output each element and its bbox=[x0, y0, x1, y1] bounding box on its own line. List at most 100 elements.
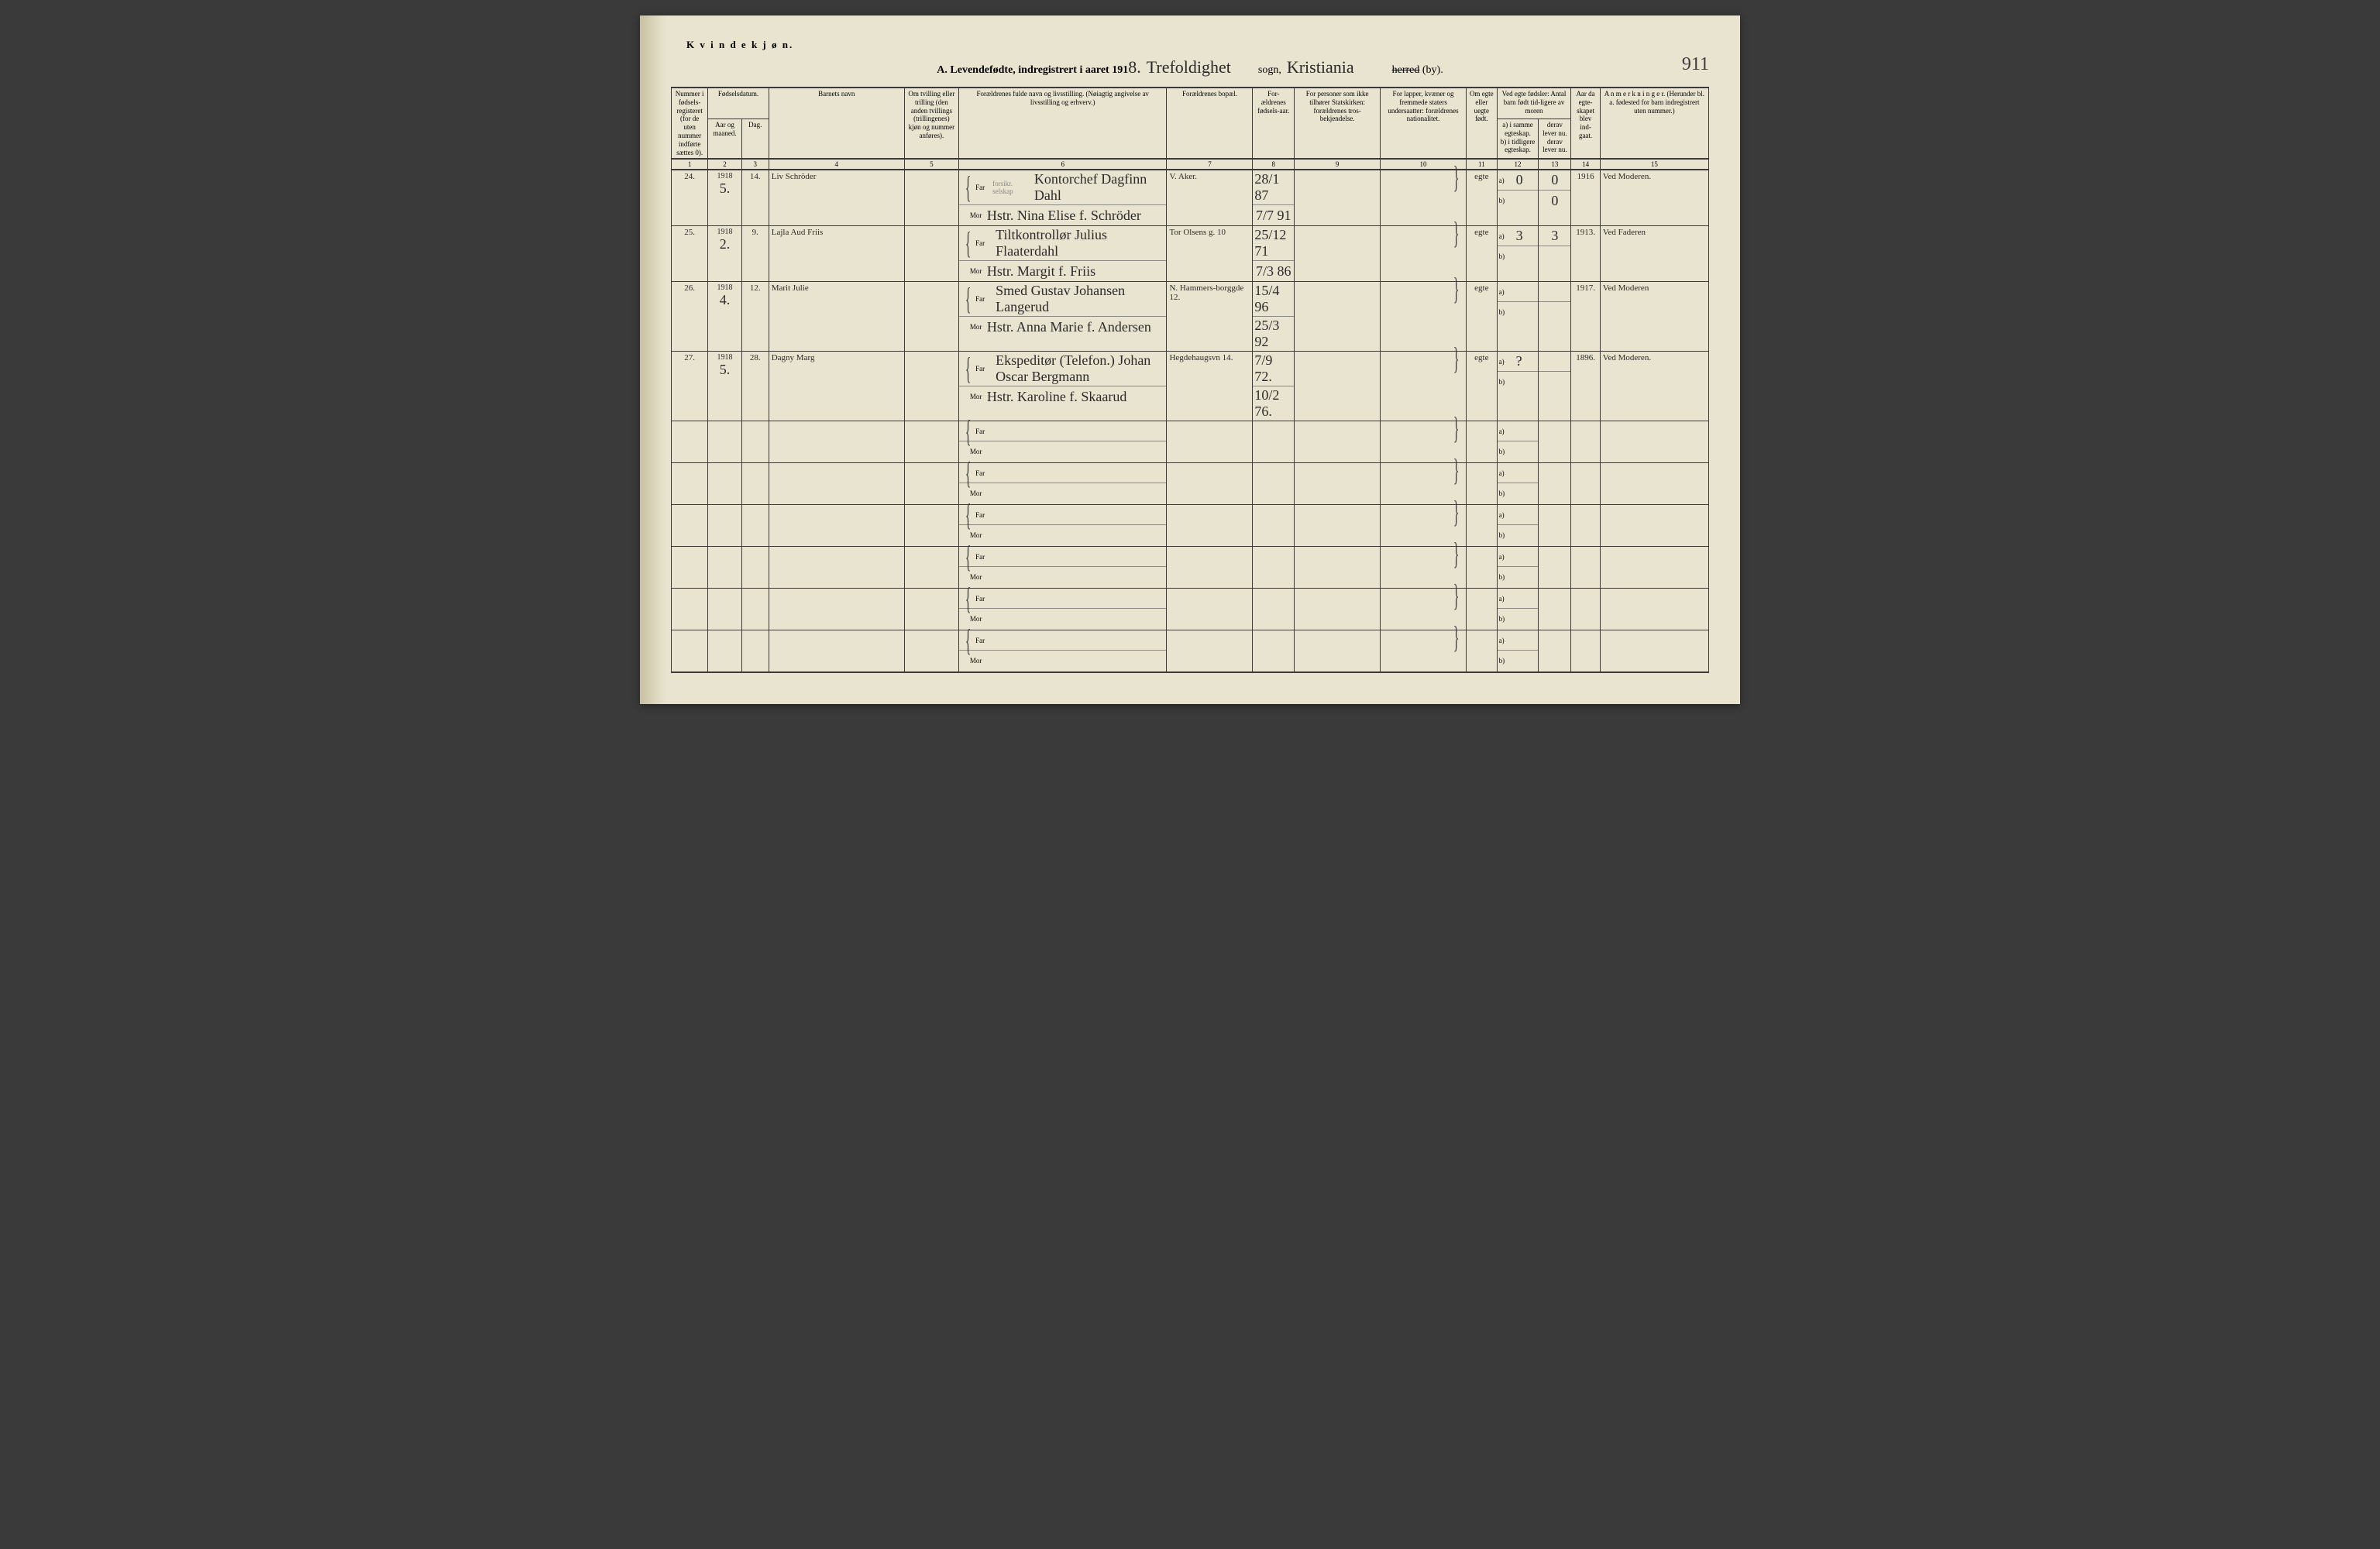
cell bbox=[1571, 505, 1600, 547]
cell bbox=[1600, 589, 1708, 630]
by-label: (by). bbox=[1422, 64, 1443, 76]
cell bbox=[1600, 463, 1708, 505]
cell-name: Liv Schröder bbox=[769, 170, 904, 226]
far-name: Smed Gustav Johansen Langerud bbox=[996, 283, 1164, 315]
cell-c12: a)0 b) bbox=[1497, 170, 1539, 226]
cell bbox=[1466, 589, 1497, 630]
cell bbox=[1571, 421, 1600, 463]
cell-parents: {Far Mor bbox=[958, 547, 1167, 589]
col-13b-text: derav lever nu. bbox=[1541, 138, 1568, 155]
col-12-group-header: Ved egte fødsler: Antal barn født tid-li… bbox=[1497, 88, 1571, 118]
colnum: 11 bbox=[1466, 159, 1497, 170]
cell bbox=[904, 547, 958, 589]
cell-day: 14. bbox=[741, 170, 769, 226]
cell bbox=[741, 547, 769, 589]
cell-c15: Ved Moderen bbox=[1600, 282, 1708, 352]
cell bbox=[1253, 547, 1295, 589]
gender-header: K v i n d e k j ø n. bbox=[686, 39, 1709, 51]
cell-num: 26. bbox=[672, 282, 708, 352]
colnum: 5 bbox=[904, 159, 958, 170]
cell bbox=[1295, 547, 1381, 589]
cell bbox=[1571, 547, 1600, 589]
cell bbox=[769, 421, 904, 463]
mor-label: Mor bbox=[970, 323, 987, 331]
col-13-header: derav lever nu. derav lever nu. bbox=[1539, 118, 1571, 159]
cell-twin bbox=[904, 170, 958, 226]
col-12a-header: a) i samme egteskap. b) i tidligere egte… bbox=[1497, 118, 1539, 159]
cell bbox=[1539, 421, 1571, 463]
table-row-empty: {Far Mor } a) b) bbox=[672, 589, 1709, 630]
city-name: Kristiania bbox=[1287, 57, 1354, 77]
cell bbox=[1253, 505, 1295, 547]
cell-parents: {Far Mor bbox=[958, 505, 1167, 547]
cell-c14: 1896. bbox=[1571, 352, 1600, 421]
far-label: Far bbox=[975, 295, 992, 303]
cell-c9 bbox=[1295, 282, 1381, 352]
cell-addr: N. Hammers-borggde 12. bbox=[1167, 282, 1253, 352]
cell-c15: Ved Moderen. bbox=[1600, 352, 1708, 421]
cell-c9 bbox=[1295, 170, 1381, 226]
cell-c12: a) b) bbox=[1497, 421, 1539, 463]
cell-addr: Tor Olsens g. 10 bbox=[1167, 226, 1253, 282]
cell bbox=[904, 589, 958, 630]
cell bbox=[769, 463, 904, 505]
cell bbox=[1167, 463, 1253, 505]
cell bbox=[1466, 463, 1497, 505]
cell-twin bbox=[904, 352, 958, 421]
title-prefix: A. Levendefødte, indregistrert i aaret 1… bbox=[937, 64, 1128, 76]
cell-parents: { Far forsikr. selskap Kontorchef Dagfin… bbox=[958, 170, 1167, 226]
cell-name: Lajla Aud Friis bbox=[769, 226, 904, 282]
cell bbox=[672, 547, 708, 589]
cell-birthyears: 7/9 72. 10/2 76. bbox=[1253, 352, 1295, 421]
col-12b-text: b) i tidligere egteskap. bbox=[1500, 138, 1536, 155]
cell-day: 12. bbox=[741, 282, 769, 352]
register-table: Nummer i fødsels-registeret (for de uten… bbox=[671, 87, 1709, 673]
cell bbox=[708, 505, 741, 547]
cell bbox=[1253, 463, 1295, 505]
cell bbox=[1167, 547, 1253, 589]
cell bbox=[1600, 505, 1708, 547]
table-row-empty: {Far Mor } a) b) bbox=[672, 463, 1709, 505]
cell-c9 bbox=[1295, 226, 1381, 282]
col-12a-text: a) i samme egteskap. bbox=[1500, 121, 1536, 138]
cell bbox=[672, 630, 708, 672]
cell-c13: 3 bbox=[1539, 226, 1571, 282]
cell-parents: { Far Smed Gustav Johansen Langerud Mor … bbox=[958, 282, 1167, 352]
cell bbox=[708, 589, 741, 630]
cell-c12: a)? b) bbox=[1497, 352, 1539, 421]
mor-name: Hstr. Karoline f. Skaarud bbox=[987, 389, 1126, 405]
cell bbox=[1295, 421, 1381, 463]
cell bbox=[1466, 547, 1497, 589]
cell bbox=[1466, 630, 1497, 672]
cell bbox=[1167, 505, 1253, 547]
colnum: 7 bbox=[1167, 159, 1253, 170]
cell bbox=[1295, 630, 1381, 672]
col-5-header: Om tvilling eller trilling (den anden tv… bbox=[904, 88, 958, 159]
cell-month: 1918 5. bbox=[708, 170, 741, 226]
cell bbox=[741, 630, 769, 672]
table-row: 24. 1918 5. 14. Liv Schröder { Far forsi… bbox=[672, 170, 1709, 226]
mor-name: Hstr. Margit f. Friis bbox=[987, 263, 1095, 280]
cell bbox=[1539, 589, 1571, 630]
cell bbox=[1600, 421, 1708, 463]
cell bbox=[1600, 630, 1708, 672]
col-14-header: Aar da egte-skapet blev ind-gaat. bbox=[1571, 88, 1600, 159]
mor-label: Mor bbox=[970, 211, 987, 219]
far-name: Tiltkontrollør Julius Flaaterdahl bbox=[996, 227, 1164, 259]
colnum: 1 bbox=[672, 159, 708, 170]
mor-label: Mor bbox=[970, 393, 987, 400]
cell bbox=[741, 463, 769, 505]
cell bbox=[1167, 421, 1253, 463]
cell-num: 27. bbox=[672, 352, 708, 421]
table-row: 25. 1918 2. 9. Lajla Aud Friis { Far Til… bbox=[672, 226, 1709, 282]
col-9-header: For personer som ikke tilhører Statskirk… bbox=[1295, 88, 1381, 159]
cell-parents: {Far Mor bbox=[958, 463, 1167, 505]
cell bbox=[904, 630, 958, 672]
col-2b-header: Dag. bbox=[741, 118, 769, 159]
col-2-group-header: Fødselsdatum. bbox=[708, 88, 769, 118]
col-1-header: Nummer i fødsels-registeret (for de uten… bbox=[672, 88, 708, 159]
cell bbox=[904, 421, 958, 463]
cell-parents: {Far Mor bbox=[958, 589, 1167, 630]
cell bbox=[1295, 505, 1381, 547]
cell bbox=[672, 421, 708, 463]
